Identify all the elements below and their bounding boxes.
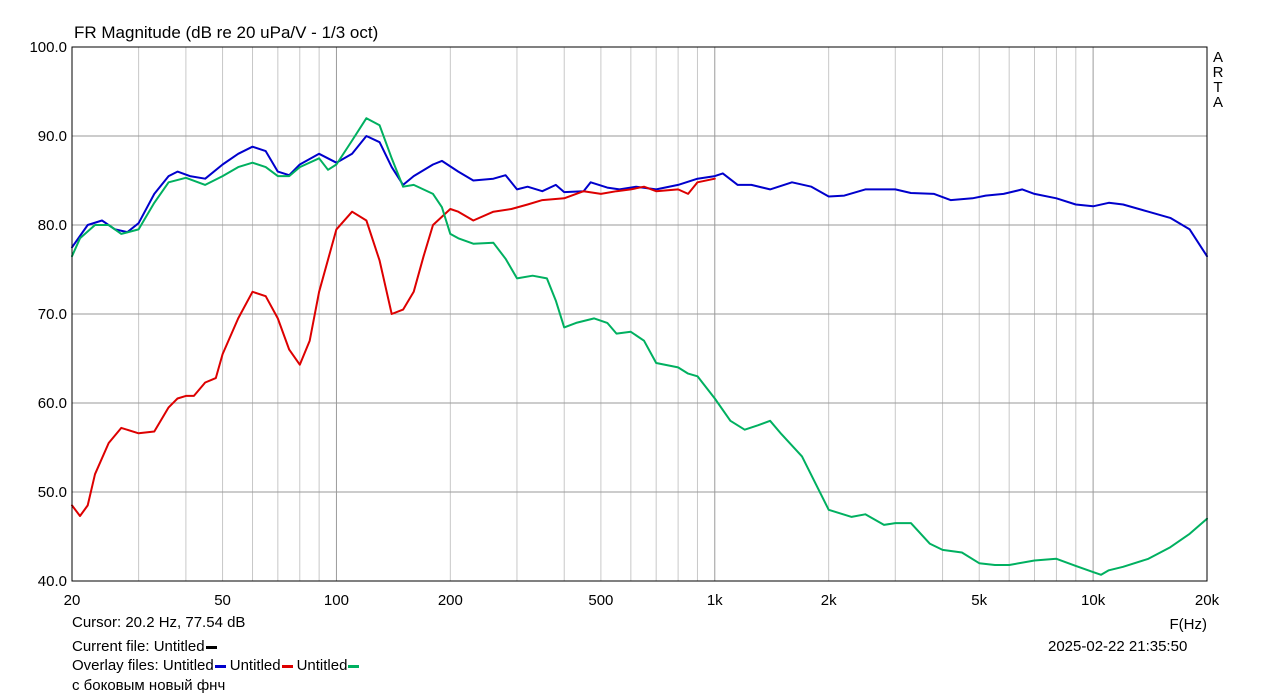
side-label-letter: R	[1213, 64, 1224, 81]
current-file-label: Current file: Untitled	[72, 638, 205, 655]
overlay-file-name: Untitled	[296, 657, 348, 674]
y-tick-labels: 40.0 50.0 60.0 70.0 80.0 90.0 100.0	[29, 39, 67, 590]
x-tick-label: 1k	[707, 592, 723, 609]
x-tick-label: 2k	[821, 592, 837, 609]
y-tick-label: 80.0	[38, 217, 67, 234]
x-tick-label: 200	[438, 592, 463, 609]
x-axis-label: F(Hz)	[1170, 616, 1208, 633]
x-tick-label: 100	[324, 592, 349, 609]
x-tick-label: 50	[214, 592, 231, 609]
y-tick-label: 40.0	[38, 573, 67, 590]
x-tick-label: 20	[64, 592, 81, 609]
overlay-file-swatch	[281, 664, 293, 668]
x-tick-label: 5k	[971, 592, 987, 609]
plot-frame	[71, 46, 1208, 582]
x-tick-label: 500	[588, 592, 613, 609]
overlay-files-label: Overlay files:	[72, 657, 159, 674]
current-file-line: Current file: Untitled	[72, 638, 221, 655]
series-line-2	[71, 177, 716, 517]
series-layer	[71, 117, 1208, 576]
side-label-letter: A	[1213, 94, 1223, 111]
overlay-files-list: Untitled Untitled Untitled	[163, 657, 364, 674]
overlay-files-line: Overlay files: Untitled Untitled Untitled	[72, 657, 363, 674]
grid	[72, 47, 1207, 581]
overlay-file-name: Untitled	[162, 657, 214, 674]
current-file-swatch	[205, 645, 217, 649]
measurement-note: с боковым новый фнч	[72, 677, 226, 694]
overlay-file-swatch	[348, 664, 360, 668]
overlay-file-swatch	[214, 664, 226, 668]
overlay-file-name: Untitled	[229, 657, 281, 674]
y-tick-label: 90.0	[38, 128, 67, 145]
series-line-1	[71, 135, 1208, 258]
x-tick-label: 10k	[1081, 592, 1106, 609]
cursor-readout: Cursor: 20.2 Hz, 77.54 dB	[72, 614, 246, 631]
side-label-letter: A	[1213, 49, 1223, 66]
y-tick-label: 100.0	[29, 39, 67, 56]
y-tick-label: 50.0	[38, 484, 67, 501]
y-tick-label: 60.0	[38, 395, 67, 412]
x-tick-label: 20k	[1195, 592, 1220, 609]
y-tick-label: 70.0	[38, 306, 67, 323]
side-label-letter: T	[1213, 79, 1222, 96]
series-line-3	[71, 117, 1208, 576]
x-tick-labels: 20 50 100 200 500 1k 2k 5k 10k 20k	[64, 592, 1220, 609]
timestamp: 2025-02-22 21:35:50	[1048, 638, 1188, 655]
chart-title: FR Magnitude (dB re 20 uPa/V - 1/3 oct)	[74, 23, 378, 42]
